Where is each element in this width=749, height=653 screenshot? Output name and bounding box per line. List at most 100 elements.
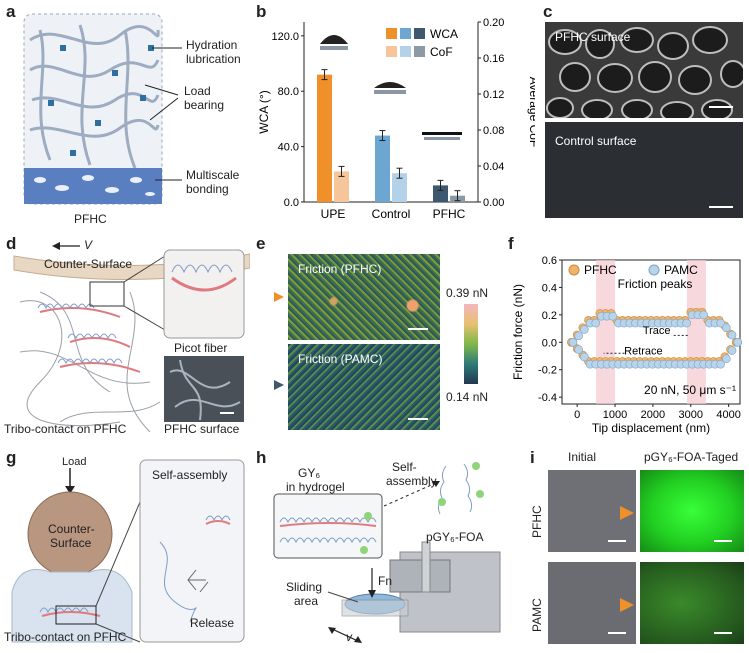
- panel-letter: d: [6, 234, 17, 253]
- arrow-marker-pamc: [274, 380, 284, 390]
- scale-min-label: 0.14 nN: [446, 390, 489, 404]
- map-label: Friction (PAMC): [298, 352, 383, 366]
- point-pamc-retrace: [733, 337, 743, 347]
- legend-swatch-wca: [400, 28, 411, 39]
- droplet-icon: [374, 82, 406, 88]
- scale-bar: [608, 632, 626, 634]
- point-pamc-retrace: [574, 345, 583, 354]
- arrow-pfhc: [620, 506, 634, 520]
- counter-surface-line1: Counter-: [48, 522, 95, 536]
- point-pamc-trace: [580, 325, 589, 334]
- x-axis-label: Tip displacement (nm): [592, 421, 710, 435]
- sem-image-control-surface: Control surface: [545, 122, 743, 218]
- y-axis-label: Friction force (nN): [511, 284, 525, 380]
- panel-d-left-caption: Tribo-contact on PFHC: [4, 422, 127, 436]
- droplet-flat-icon: [422, 132, 462, 135]
- scale-bar: [714, 540, 732, 542]
- point-pamc-retrace: [580, 352, 589, 362]
- velocity-label: v: [346, 630, 352, 644]
- self-assembly-illustration: [11, 459, 245, 643]
- tick-label-left: 0.0: [284, 197, 299, 209]
- sliding-test-illustration: [273, 462, 501, 643]
- droplet-icon: [320, 35, 348, 44]
- legend-swatch-wca: [414, 28, 425, 39]
- tribo-contact-illustration: [13, 242, 250, 433]
- wca-cof-bar-chart: 0.0 40.0 80.0 120.0 0.00 0.04 0.08 0.12 0.16 0.20…: [257, 17, 535, 221]
- panel-letter: a: [6, 2, 16, 21]
- scale-bar: [408, 328, 428, 330]
- bar-wca: [317, 74, 332, 202]
- point-pamc-retrace: [727, 346, 737, 355]
- bar-wca: [375, 135, 390, 202]
- panel-letter: b: [256, 2, 267, 21]
- panel-g: g Load Counter- Surface Self-assembly Re…: [0, 442, 250, 653]
- substrate-icon: [320, 46, 348, 50]
- image-pfhc-tagged: [640, 470, 744, 552]
- tick-label-right: 0.08: [483, 125, 504, 137]
- scale-bar: [709, 106, 733, 108]
- annotation-trace: Trace: [643, 325, 671, 337]
- tick-label-right: 0.20: [483, 17, 504, 29]
- friction-map-pfhc: Friction (PFHC): [288, 254, 440, 340]
- point-pamc-trace: [699, 310, 708, 320]
- panel-c: c PFHC surface Control surface: [535, 0, 749, 232]
- category-label: PFHC: [433, 207, 466, 221]
- panel-letter: e: [256, 234, 266, 253]
- panel-b: b 0.0 40.0 80.0 120.0 0.00 0.04 0.08 0.12 0.16 0.…: [250, 0, 535, 232]
- self-assembly-line1: Self-: [392, 460, 417, 474]
- substrate-icon: [424, 137, 460, 140]
- counter-surface-label: Counter-Surface: [44, 257, 133, 271]
- legend-swatch-cof: [386, 46, 397, 57]
- point-pamc-retrace: [722, 354, 731, 364]
- highlight-band: [596, 260, 616, 404]
- callout-hydration: Hydration lubrication: [186, 38, 241, 66]
- release-label: Release: [190, 616, 235, 630]
- bar-wca: [433, 185, 448, 202]
- panel-letter: g: [6, 448, 17, 467]
- panel-a-caption: PFHC: [74, 212, 107, 226]
- x-tick-label: 4000: [716, 409, 740, 421]
- callout-load-bearing: Load bearing: [184, 84, 225, 112]
- sem-label: PFHC surface: [555, 30, 631, 44]
- panel-h: h GY₆ in hydrogel Self- assembly pGY₆-FO…: [250, 442, 520, 653]
- annotation-retrace: Retrace: [624, 346, 663, 358]
- legend-label-pfhc: PFHC: [584, 263, 617, 277]
- y-tick-label: -0.4: [538, 392, 557, 404]
- panel-letter: c: [543, 2, 553, 21]
- row-pamc: PAMC: [530, 598, 544, 632]
- column-initial: Initial: [568, 450, 597, 464]
- legend-label-wca: WCA: [430, 27, 458, 41]
- point-pamc-retrace: [716, 359, 725, 369]
- category-label: UPE: [321, 207, 346, 221]
- bar-cof: [334, 171, 349, 202]
- gy6-label-line2: in hydrogel: [286, 480, 345, 494]
- point-pamc-trace: [727, 330, 737, 340]
- y-tick-label: 0.0: [542, 337, 557, 349]
- plot-frame: [561, 259, 741, 405]
- legend-label-cof: CoF: [430, 45, 453, 59]
- load-label: Load: [62, 456, 87, 468]
- tick-label-right: 0.00: [483, 197, 504, 209]
- tick-label-left: 40.0: [278, 142, 299, 154]
- scale-bar: [408, 418, 428, 420]
- sliding-area-line1: Sliding: [286, 580, 323, 594]
- point-pamc-trace: [574, 331, 583, 341]
- y-axis-label-left: WCA (°): [257, 90, 271, 133]
- panel-i: i Initial pGY₆-FOA-Taged PFHC PAMC: [520, 442, 749, 653]
- friction-map-pamc: Friction (PAMC): [288, 344, 440, 430]
- legend-swatch-cof: [400, 46, 411, 57]
- counter-surface-line2: Surface: [50, 536, 92, 550]
- row-pfhc: PFHC: [530, 505, 544, 538]
- y-tick-label: -0.2: [538, 365, 557, 377]
- panel-e: e Friction (PFHC) Friction (PAMC) 0.39 n…: [250, 232, 535, 442]
- substrate-icon: [374, 90, 406, 94]
- panel-letter: i: [530, 448, 535, 467]
- x-tick-label: 0: [574, 409, 580, 421]
- legend-swatch-cof: [414, 46, 425, 57]
- legend-swatch-wca: [386, 28, 397, 39]
- y-tick-label: 0.4: [542, 282, 557, 294]
- point-pamc-trace: [591, 318, 601, 328]
- panel-d: d V Co: [0, 232, 250, 442]
- annotation-conditions: 20 nN, 50 μm s⁻¹: [644, 383, 736, 397]
- tick-label-left: 120.0: [271, 31, 299, 43]
